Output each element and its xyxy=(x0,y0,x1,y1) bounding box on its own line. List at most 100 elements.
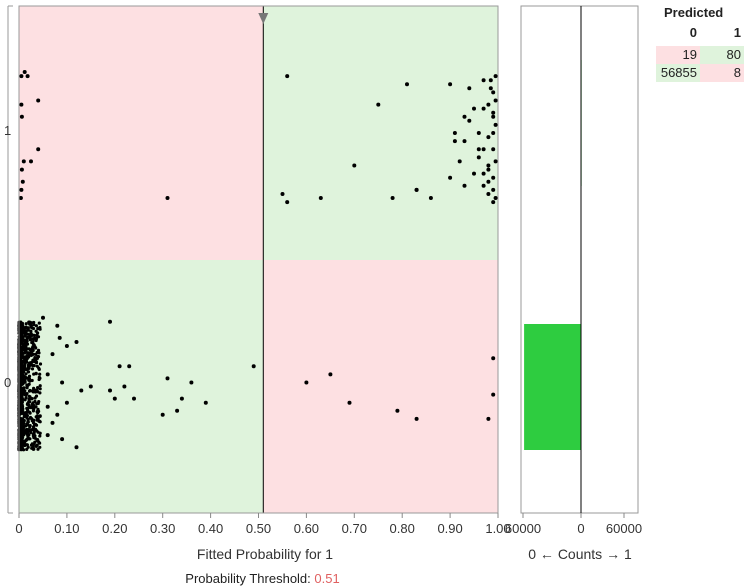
data-point xyxy=(60,381,64,385)
threshold-value[interactable]: 0.51 xyxy=(314,571,339,586)
data-point xyxy=(415,188,419,192)
data-point xyxy=(19,188,23,192)
data-point xyxy=(39,432,42,435)
data-point xyxy=(463,115,467,119)
data-point xyxy=(127,364,131,368)
data-point xyxy=(491,131,495,135)
data-point xyxy=(494,159,498,163)
data-point xyxy=(166,196,170,200)
data-point xyxy=(113,397,117,401)
data-point xyxy=(491,356,495,360)
data-point xyxy=(348,401,352,405)
data-point xyxy=(33,344,36,347)
data-point xyxy=(405,82,409,86)
data-point xyxy=(30,397,33,400)
data-point xyxy=(319,196,323,200)
data-point xyxy=(51,352,55,356)
data-point xyxy=(376,103,380,107)
y-category-label: 0 xyxy=(4,375,11,390)
data-point xyxy=(180,397,184,401)
data-point xyxy=(23,389,26,392)
data-point xyxy=(118,364,122,368)
data-point xyxy=(36,99,40,103)
data-point xyxy=(30,418,33,421)
data-point xyxy=(26,403,29,406)
data-point xyxy=(19,103,23,107)
data-point xyxy=(22,430,25,433)
region-row0-above-threshold xyxy=(263,260,498,513)
data-point xyxy=(494,196,498,200)
data-point xyxy=(27,326,30,329)
data-point xyxy=(108,389,112,393)
data-point xyxy=(25,448,28,451)
data-point xyxy=(26,386,29,389)
x-tick-label: 0.80 xyxy=(390,521,415,536)
confusion-cell: 8 xyxy=(700,64,744,82)
x-tick-label: 0.10 xyxy=(54,521,79,536)
data-point xyxy=(281,192,285,196)
data-point xyxy=(39,415,42,418)
data-point xyxy=(29,159,33,163)
data-point xyxy=(30,326,33,329)
data-point xyxy=(46,372,50,376)
data-point xyxy=(486,103,490,107)
data-point xyxy=(20,168,24,172)
counts-axis-title: 0 ← Counts → 1 xyxy=(510,546,650,562)
data-point xyxy=(31,443,34,446)
data-point xyxy=(31,403,34,406)
data-point xyxy=(458,159,462,163)
x-tick-label: 0.40 xyxy=(198,521,223,536)
data-point xyxy=(32,409,35,412)
data-point xyxy=(477,155,481,159)
data-point xyxy=(21,419,24,422)
data-point xyxy=(25,322,28,325)
data-point xyxy=(27,418,30,421)
data-point xyxy=(46,405,50,409)
threshold-label: Probability Threshold: xyxy=(185,571,311,586)
data-point xyxy=(60,437,64,441)
data-point xyxy=(108,320,112,324)
data-point xyxy=(21,180,25,184)
data-point xyxy=(39,384,42,387)
data-point xyxy=(189,381,193,385)
data-point xyxy=(38,378,41,381)
data-point xyxy=(36,448,39,451)
data-point xyxy=(37,349,40,352)
x-tick-label: 0.50 xyxy=(246,521,271,536)
data-point xyxy=(34,423,37,426)
data-point xyxy=(448,82,452,86)
data-point xyxy=(46,433,50,437)
data-point xyxy=(26,340,29,343)
data-point xyxy=(25,347,28,350)
data-point xyxy=(75,340,79,344)
data-point xyxy=(75,445,79,449)
data-point xyxy=(477,147,481,151)
data-point xyxy=(38,434,41,437)
data-point xyxy=(24,398,27,401)
counts-tick-label: 0 xyxy=(577,521,584,536)
confusion-cell: 19 xyxy=(656,46,700,64)
region-row0-below-threshold xyxy=(19,260,263,513)
data-point xyxy=(33,433,36,436)
data-point xyxy=(26,437,29,440)
data-point xyxy=(19,74,23,78)
data-point xyxy=(37,410,40,413)
data-point xyxy=(472,107,476,111)
data-point xyxy=(477,131,481,135)
data-point xyxy=(166,376,170,380)
threshold-readout: Probability Threshold: 0.51 xyxy=(0,571,525,586)
data-point xyxy=(486,417,490,421)
data-point xyxy=(35,324,38,327)
data-point xyxy=(453,131,457,135)
data-point xyxy=(20,347,23,350)
confusion-cell: 56855 xyxy=(656,64,700,82)
data-point xyxy=(21,441,24,444)
region-row1-below-threshold xyxy=(19,6,263,260)
data-point xyxy=(18,373,21,376)
data-point xyxy=(27,352,30,355)
data-point xyxy=(486,135,490,139)
data-point xyxy=(28,395,31,398)
data-point xyxy=(33,356,36,359)
x-tick-label: 0.20 xyxy=(102,521,127,536)
x-tick-label: 0.70 xyxy=(342,521,367,536)
